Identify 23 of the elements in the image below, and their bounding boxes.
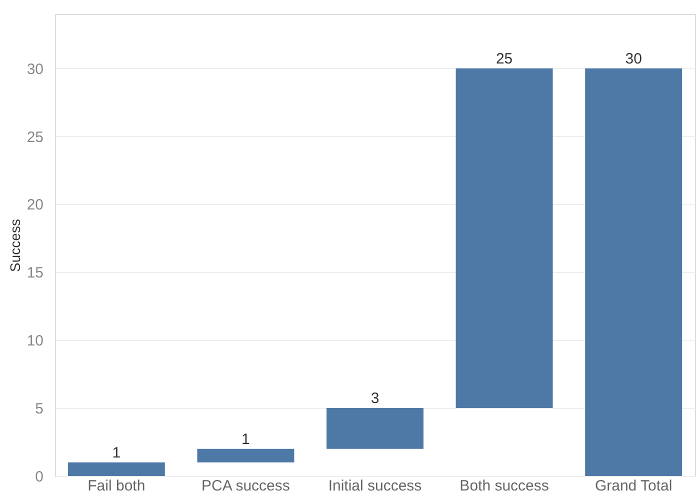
data-label: 30 [625,50,642,68]
x-tick-label: Initial success [328,478,422,494]
data-label: 25 [496,50,513,68]
y-tick-label: 5 [35,400,44,418]
bar [456,68,553,408]
y-tick-label: 10 [26,332,44,350]
x-tick-label: Grand Total [594,478,672,494]
y-tick-label: 30 [26,60,44,78]
x-tick-label: Fail both [88,478,146,494]
bar [585,68,682,476]
bar [197,448,294,462]
y-tick-label: 25 [26,128,44,146]
data-label: 1 [112,444,121,462]
x-tick-label: PCA success [202,478,290,494]
y-axis-title: Success [6,219,23,272]
bar [68,462,165,476]
data-label: 3 [370,390,380,408]
y-tick-label: 15 [26,264,44,282]
x-tick-label: Both success [460,478,549,494]
bar [326,408,424,449]
data-label: 1 [242,430,250,448]
y-tick-label: 20 [26,196,44,214]
y-tick-label: 0 [35,468,44,486]
